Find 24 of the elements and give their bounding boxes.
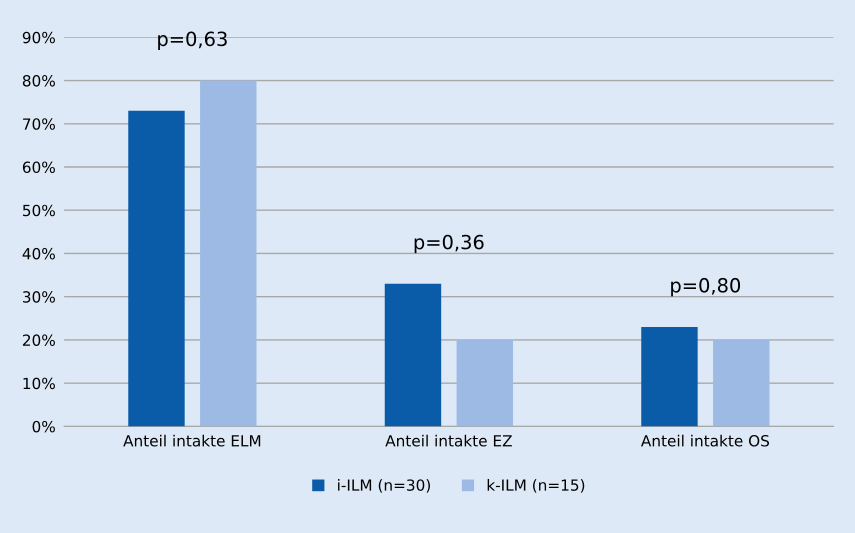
y-tick-label: 80%: [22, 75, 55, 87]
y-tick-label: 40%: [22, 248, 55, 260]
y-tick-label: 70%: [23, 118, 55, 130]
y-tick-label: 20%: [22, 334, 55, 346]
y-tick-label: 50%: [23, 204, 55, 216]
bar: [200, 80, 256, 426]
bar: [713, 340, 770, 426]
bar: [128, 110, 185, 426]
y-tick-label: 10%: [24, 378, 55, 390]
y-tick-label: 30%: [23, 291, 55, 303]
legend-label: k-ILM (n=15): [488, 479, 584, 493]
y-tick-label: 90%: [22, 32, 55, 44]
x-tick-label: Anteil intakte ELM: [123, 434, 260, 447]
annotation: p=0,63: [158, 32, 227, 50]
annotation: p=0,80: [671, 278, 740, 296]
bar: [384, 284, 442, 426]
bar: [456, 340, 513, 426]
x-tick-label: Anteil intakte OS: [641, 434, 770, 447]
y-tick-label: 60%: [22, 161, 55, 174]
annotation: p=0,36: [414, 234, 484, 254]
x-tick-label: Anteil intakte EZ: [385, 434, 512, 447]
legend-label: i-ILM (n=30): [338, 479, 430, 493]
bar: [641, 326, 698, 426]
y-tick-label: 0%: [32, 420, 55, 432]
